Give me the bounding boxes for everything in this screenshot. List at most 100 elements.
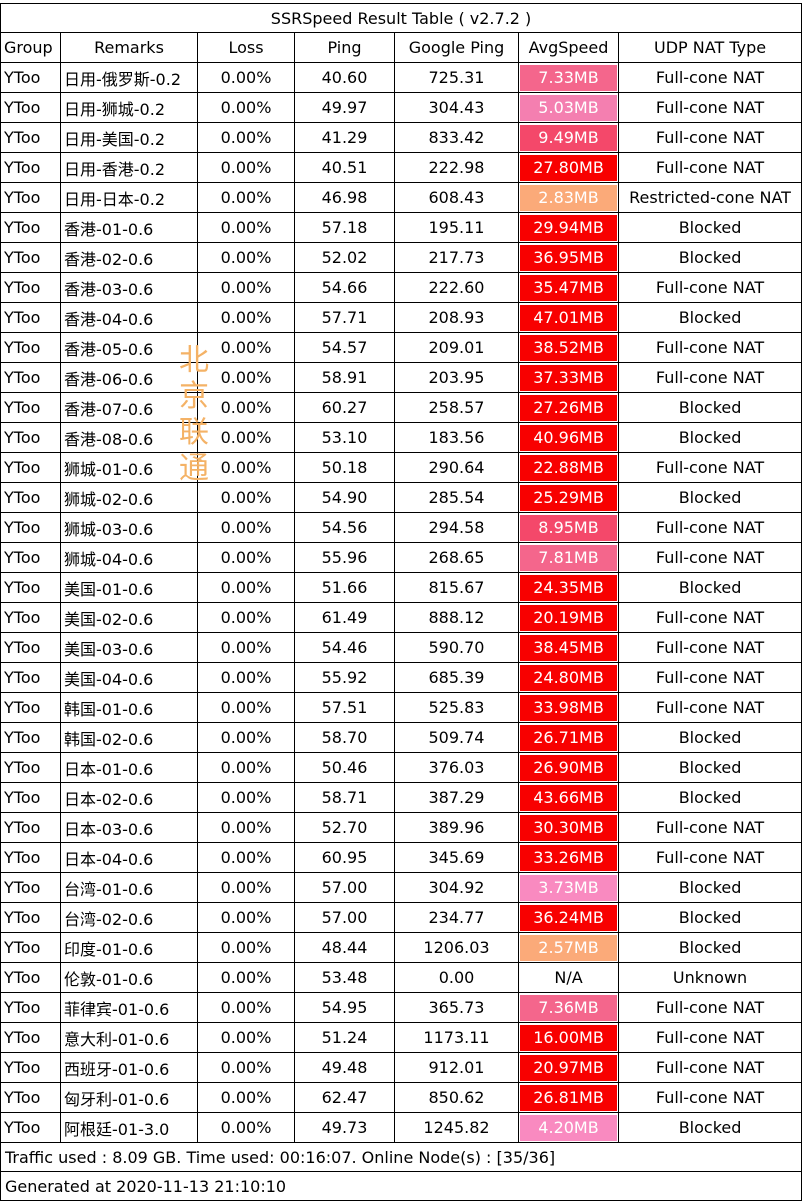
traffic-summary: Traffic used : 8.09 GB. Time used: 00:16… (0, 1142, 802, 1172)
speed-value-badge: 3.73MB (520, 874, 617, 901)
speed-value-badge: 29.94MB (520, 214, 617, 241)
table-row: YToo 日用-俄罗斯-0.2 0.00% 40.60 725.31 7.33MB Full… (0, 62, 802, 93)
cell-udp-nat-type: Blocked (617, 422, 802, 453)
table-row: YToo 西班牙-01-0.6 0.00% 49.48 912.01 20.97MB Ful… (0, 1052, 802, 1083)
cell-ping: 48.44 (294, 932, 395, 963)
cell-loss: 0.00% (197, 962, 295, 993)
column-header-group: Group (0, 32, 61, 63)
cell-google-ping: 290.64 (394, 452, 519, 483)
cell-google-ping: 285.54 (394, 482, 519, 513)
cell-loss: 0.00% (197, 812, 295, 843)
cell-udp-nat-type: Blocked (617, 392, 802, 423)
table-row: YToo 香港-04-0.6 0.00% 57.71 208.93 47.01MB Bloc… (0, 302, 802, 333)
cell-ping: 53.48 (294, 962, 395, 993)
cell-remarks: 台湾-02-0.6 (60, 902, 198, 933)
cell-ping: 49.48 (294, 1052, 395, 1083)
cell-ping: 52.70 (294, 812, 395, 843)
cell-group: YToo (0, 92, 61, 123)
speed-value-badge: 38.52MB (520, 334, 617, 361)
cell-avg-speed: 20.97MB (518, 1052, 619, 1083)
cell-avg-speed: 37.33MB (518, 362, 619, 393)
cell-remarks: 韩国-02-0.6 (60, 722, 198, 753)
cell-ping: 58.70 (294, 722, 395, 753)
speed-value-badge: 5.03MB (520, 94, 617, 121)
cell-udp-nat-type: Full-cone NAT (617, 362, 802, 393)
cell-group: YToo (0, 692, 61, 723)
speed-value-badge: 30.30MB (520, 814, 617, 841)
cell-group: YToo (0, 422, 61, 453)
cell-ping: 53.10 (294, 422, 395, 453)
cell-group: YToo (0, 452, 61, 483)
cell-udp-nat-type: Full-cone NAT (617, 122, 802, 153)
table-header-row: Group Remarks Loss Ping Google Ping AvgS… (0, 32, 802, 63)
cell-google-ping: 222.98 (394, 152, 519, 183)
cell-remarks: 伦敦-01-0.6 (60, 962, 198, 993)
cell-remarks: 意大利-01-0.6 (60, 1022, 198, 1053)
cell-group: YToo (0, 662, 61, 693)
cell-ping: 57.71 (294, 302, 395, 333)
cell-udp-nat-type: Full-cone NAT (617, 632, 802, 663)
cell-ping: 57.18 (294, 212, 395, 243)
cell-remarks: 香港-08-0.6 (60, 422, 198, 453)
cell-udp-nat-type: Full-cone NAT (617, 272, 802, 303)
speed-value-badge: 16.00MB (520, 1024, 617, 1051)
cell-ping: 51.24 (294, 1022, 395, 1053)
cell-remarks: 菲律宾-01-0.6 (60, 992, 198, 1023)
table-row: YToo 日本-04-0.6 0.00% 60.95 345.69 33.26MB Full… (0, 842, 802, 873)
cell-remarks: 狮城-02-0.6 (60, 482, 198, 513)
speed-value-badge: N/A (520, 964, 617, 991)
cell-google-ping: 608.43 (394, 182, 519, 213)
cell-udp-nat-type: Full-cone NAT (617, 812, 802, 843)
cell-udp-nat-type: Full-cone NAT (617, 542, 802, 573)
cell-group: YToo (0, 902, 61, 933)
cell-google-ping: 1173.11 (394, 1022, 519, 1053)
cell-ping: 60.95 (294, 842, 395, 873)
cell-avg-speed: N/A (518, 962, 619, 993)
cell-avg-speed: 9.49MB (518, 122, 619, 153)
cell-group: YToo (0, 362, 61, 393)
cell-loss: 0.00% (197, 632, 295, 663)
speed-value-badge: 2.57MB (520, 934, 617, 961)
cell-group: YToo (0, 1022, 61, 1053)
table-title: SSRSpeed Result Table ( v2.7.2 ) (0, 3, 802, 33)
cell-remarks: 美国-04-0.6 (60, 662, 198, 693)
table-row: YToo 美国-01-0.6 0.00% 51.66 815.67 24.35MB Bloc… (0, 572, 802, 603)
speed-value-badge: 27.80MB (520, 154, 617, 181)
speed-value-badge: 33.26MB (520, 844, 617, 871)
cell-remarks: 香港-03-0.6 (60, 272, 198, 303)
cell-udp-nat-type: Blocked (617, 872, 802, 903)
cell-avg-speed: 26.90MB (518, 752, 619, 783)
cell-ping: 46.98 (294, 182, 395, 213)
cell-google-ping: 195.11 (394, 212, 519, 243)
cell-remarks: 狮城-03-0.6 (60, 512, 198, 543)
cell-group: YToo (0, 962, 61, 993)
cell-ping: 61.49 (294, 602, 395, 633)
cell-remarks: 日本-02-0.6 (60, 782, 198, 813)
cell-loss: 0.00% (197, 122, 295, 153)
cell-avg-speed: 22.88MB (518, 452, 619, 483)
speed-value-badge: 35.47MB (520, 274, 617, 301)
cell-remarks: 香港-05-0.6 (60, 332, 198, 363)
cell-loss: 0.00% (197, 92, 295, 123)
table-row: YToo 香港-07-0.6 0.00% 60.27 258.57 27.26MB Bloc… (0, 392, 802, 423)
cell-google-ping: 685.39 (394, 662, 519, 693)
cell-avg-speed: 29.94MB (518, 212, 619, 243)
speed-value-badge: 26.71MB (520, 724, 617, 751)
cell-avg-speed: 24.35MB (518, 572, 619, 603)
speed-value-badge: 38.45MB (520, 634, 617, 661)
cell-udp-nat-type: Full-cone NAT (617, 602, 802, 633)
speed-value-badge: 9.49MB (520, 124, 617, 151)
speed-value-badge: 33.98MB (520, 694, 617, 721)
cell-ping: 57.51 (294, 692, 395, 723)
cell-group: YToo (0, 812, 61, 843)
cell-udp-nat-type: Full-cone NAT (617, 152, 802, 183)
table-row: YToo 韩国-02-0.6 0.00% 58.70 509.74 26.71MB Bloc… (0, 722, 802, 753)
cell-group: YToo (0, 302, 61, 333)
table-row: YToo 阿根廷-01-3.0 0.00% 49.73 1245.82 4.20MB Blo… (0, 1112, 802, 1143)
cell-google-ping: 590.70 (394, 632, 519, 663)
table-row: YToo 菲律宾-01-0.6 0.00% 54.95 365.73 7.36MB Full… (0, 992, 802, 1023)
cell-google-ping: 268.65 (394, 542, 519, 573)
cell-remarks: 台湾-01-0.6 (60, 872, 198, 903)
cell-loss: 0.00% (197, 482, 295, 513)
